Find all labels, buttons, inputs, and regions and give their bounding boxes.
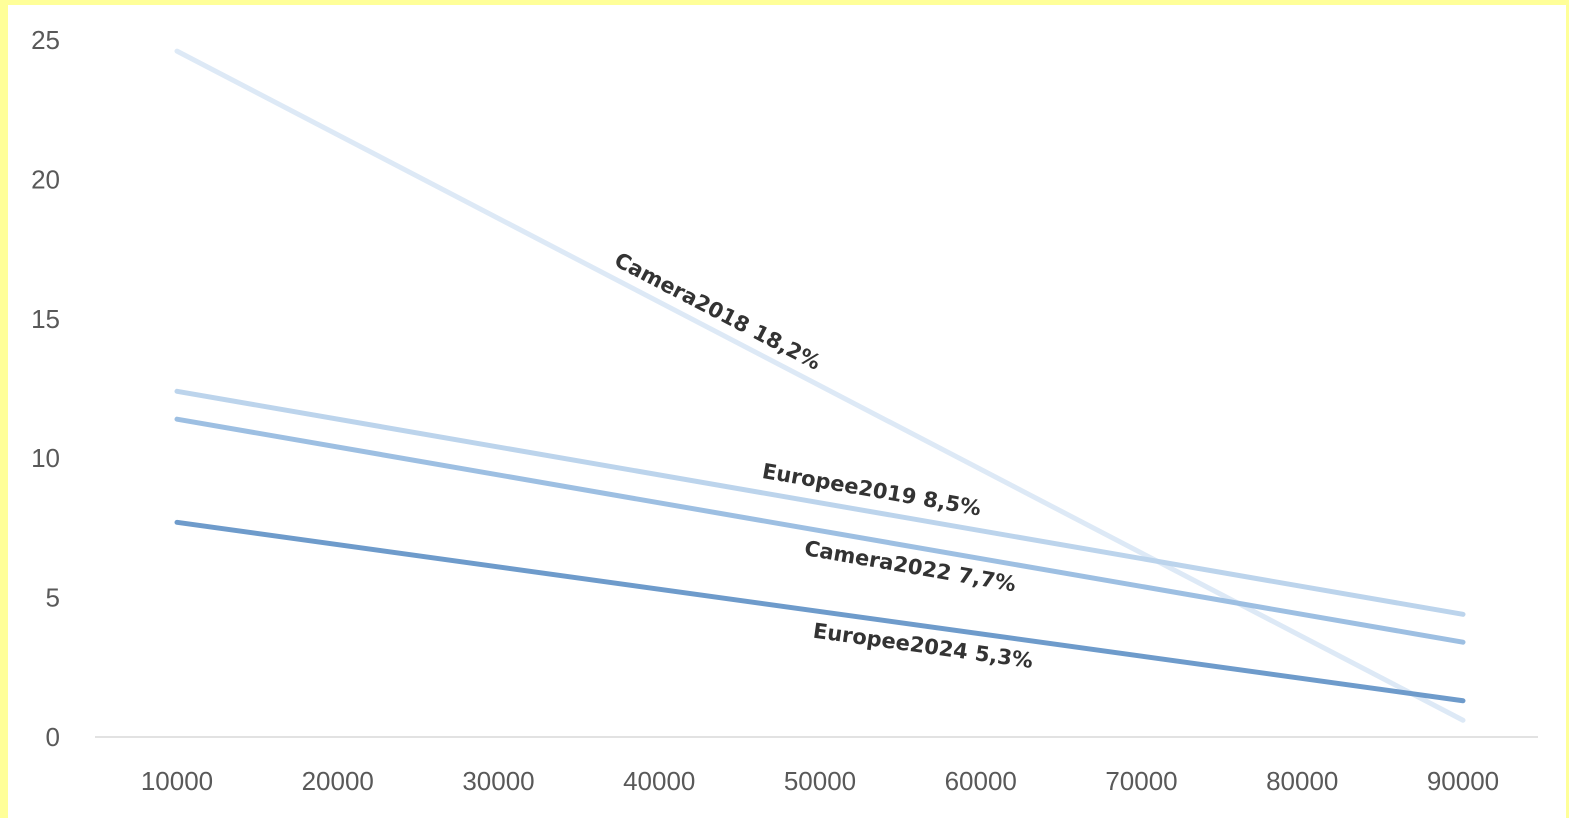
x-tick-label: 80000 bbox=[1266, 766, 1338, 796]
y-tick-label: 15 bbox=[31, 304, 60, 334]
series-line-europee2019 bbox=[174, 388, 1466, 617]
y-tick-label: 10 bbox=[31, 443, 60, 473]
x-axis-ticks: 10000 20000 30000 40000 50000 60000 70000 80000… bbox=[141, 766, 1499, 796]
x-tick-label: 30000 bbox=[462, 766, 534, 796]
x-tick-label: 70000 bbox=[1105, 766, 1177, 796]
x-tick-label: 90000 bbox=[1427, 766, 1499, 796]
y-tick-label: 0 bbox=[46, 722, 60, 752]
x-tick-label: 60000 bbox=[945, 766, 1017, 796]
x-tick-label: 10000 bbox=[141, 766, 213, 796]
series-line-camera2018 bbox=[174, 48, 1466, 723]
x-tick-label: 50000 bbox=[784, 766, 856, 796]
y-tick-label: 5 bbox=[46, 583, 60, 613]
series-label-camera2018: Camera2018 18,2% bbox=[611, 248, 825, 375]
x-tick-label: 40000 bbox=[623, 766, 695, 796]
y-axis-ticks: 0 5 10 15 20 25 bbox=[31, 25, 60, 752]
series-line-europee2024 bbox=[174, 519, 1466, 704]
y-tick-label: 20 bbox=[31, 164, 60, 194]
series-line-camera2022 bbox=[174, 416, 1466, 645]
y-tick-label: 25 bbox=[31, 25, 60, 55]
line-chart: 0 5 10 15 20 25 10000 20000 30000 40000 50000 6000… bbox=[31, 25, 1538, 796]
series-lines bbox=[174, 48, 1466, 723]
x-tick-label: 20000 bbox=[302, 766, 374, 796]
